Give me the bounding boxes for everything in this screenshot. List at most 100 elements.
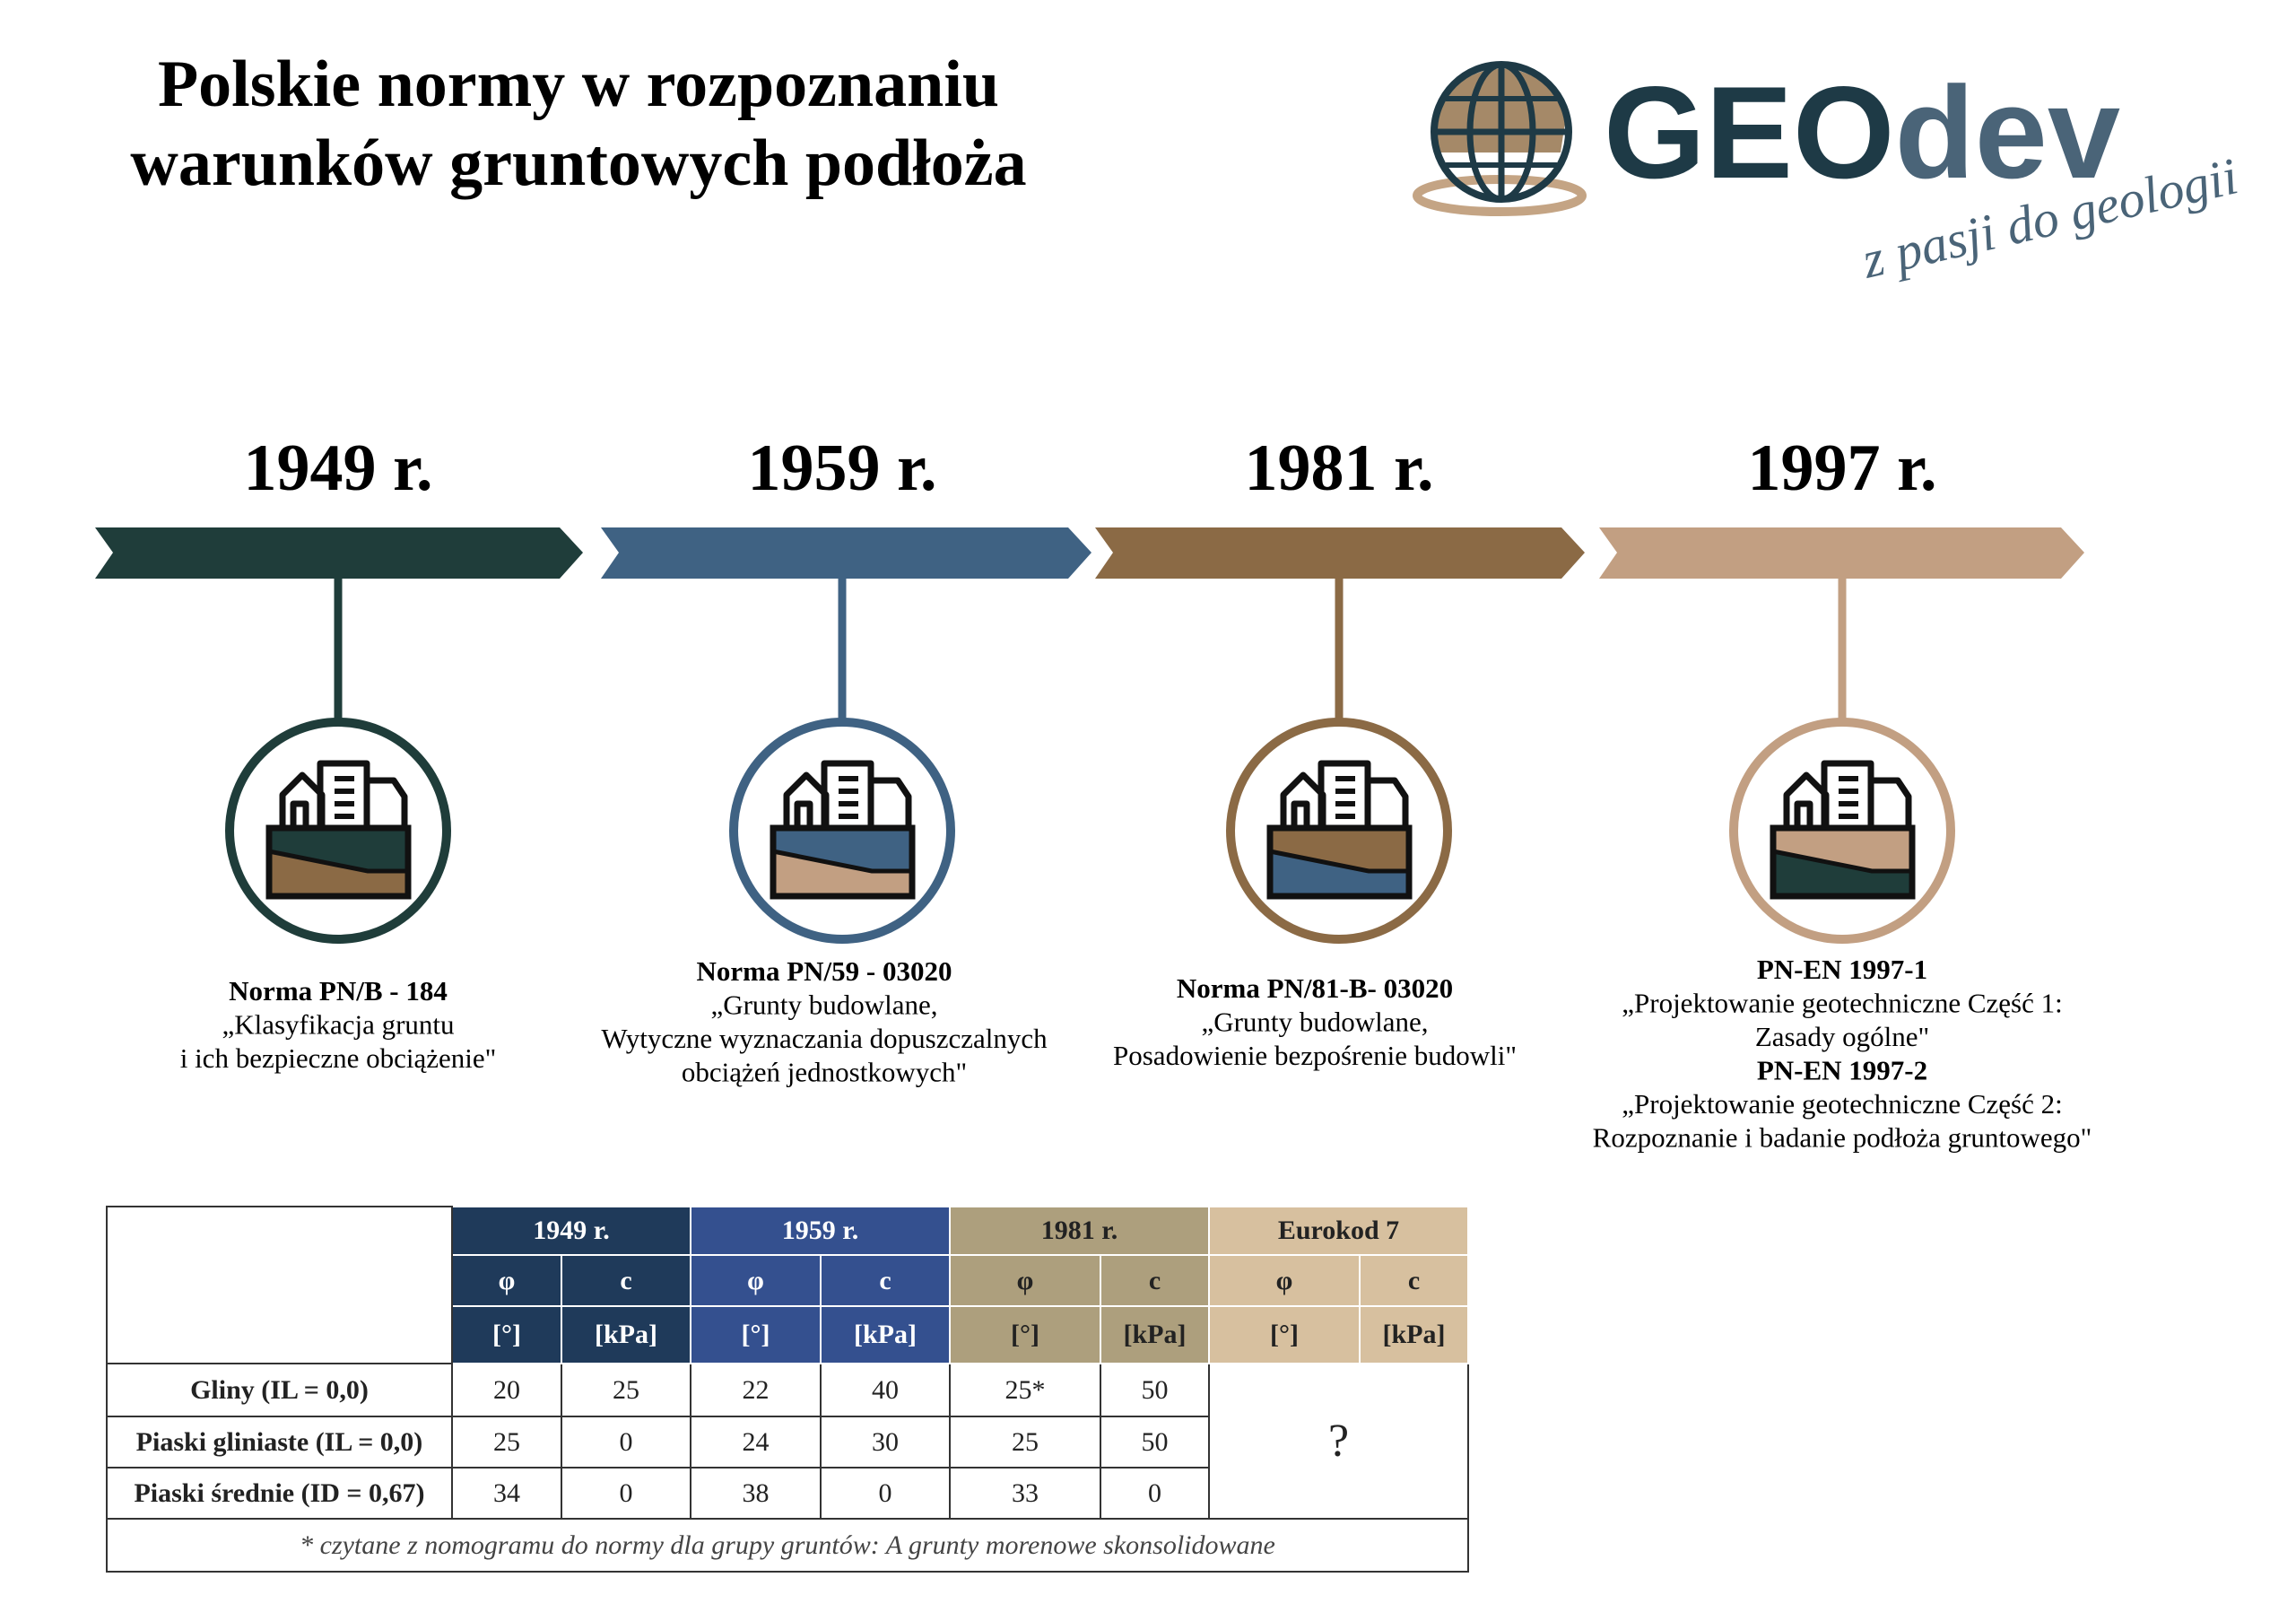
norm-title: „Klasyfikacja gruntu bbox=[222, 1009, 454, 1041]
soil-boundary bbox=[268, 849, 408, 874]
title-line: Polskie normy w rozpoznaniu bbox=[158, 48, 999, 121]
building-windows bbox=[839, 776, 858, 819]
norm-title: „Projektowanie geotechniczne Część 2: bbox=[1622, 1088, 2063, 1120]
table-value: 0 bbox=[561, 1416, 691, 1468]
year-label: 1949 r. bbox=[243, 431, 432, 505]
timeline-arrow bbox=[1095, 527, 1585, 579]
building-windows bbox=[1839, 776, 1858, 819]
norm-title: „Grunty budowlane, bbox=[710, 989, 937, 1021]
group-header: 1981 r. bbox=[949, 1206, 1210, 1256]
table-value: 50 bbox=[1100, 1416, 1210, 1468]
building-windows bbox=[1335, 776, 1355, 819]
soil-box bbox=[265, 824, 412, 900]
param-symbol: c bbox=[820, 1254, 951, 1307]
param-unit: [kPa] bbox=[1100, 1305, 1210, 1364]
param-unit: [°] bbox=[1208, 1305, 1361, 1364]
footnote-row: * czytane z nomogramu do normy dla grupy… bbox=[106, 1518, 1469, 1573]
table-value: 20 bbox=[451, 1363, 562, 1417]
norm-code: PN-EN 1997-2 bbox=[1757, 1055, 1927, 1086]
soil-bottom bbox=[269, 851, 408, 896]
soil-bottom bbox=[1270, 851, 1409, 896]
param-symbol: φ bbox=[451, 1254, 562, 1307]
ground-icon bbox=[770, 760, 916, 900]
logo-brand: GEOdev bbox=[1604, 59, 2120, 205]
table-value: 34 bbox=[451, 1467, 562, 1520]
title-line: warunków gruntowych podłoża bbox=[130, 126, 1026, 200]
logo-globe bbox=[1413, 61, 1587, 216]
ground-icon bbox=[265, 760, 412, 900]
year-label: 1981 r. bbox=[1244, 431, 1433, 505]
table-value: 0 bbox=[820, 1467, 951, 1520]
norm-title: obciążeń jednostkowych" bbox=[682, 1057, 967, 1088]
table-value: 38 bbox=[690, 1467, 822, 1520]
soil-boundary bbox=[1269, 849, 1409, 874]
logo-brand-part: GEO bbox=[1604, 59, 1895, 205]
table-value: 25* bbox=[949, 1363, 1101, 1417]
norm-code: PN-EN 1997-1 bbox=[1757, 954, 1927, 985]
ground-icon bbox=[1770, 760, 1916, 900]
table-value: 40 bbox=[820, 1363, 951, 1417]
norm-title: Posadowienie bezpośrenie budowli" bbox=[1113, 1040, 1517, 1071]
comparison-table: 1949 r. 1959 r. 1981 r. Eurokod 7 φ c φ c φ c φ c [°… bbox=[106, 1206, 1469, 1573]
timeline-arrow bbox=[601, 527, 1091, 579]
soil-bottom bbox=[1773, 851, 1912, 896]
group-header: 1949 r. bbox=[451, 1206, 691, 1256]
norm-code: Norma PN/B - 184 bbox=[229, 975, 448, 1007]
param-unit: [kPa] bbox=[820, 1305, 951, 1364]
norm-title: Rozpoznanie i badanie podłoża gruntowego… bbox=[1593, 1122, 2092, 1154]
timeline-arrow bbox=[95, 527, 583, 579]
ground-icon bbox=[1266, 760, 1413, 900]
param-symbol: φ bbox=[949, 1254, 1101, 1307]
data-row: Piaski gliniaste (IL = 0,0) 25 0 24 30 25 50 bbox=[106, 1416, 1468, 1468]
timeline-arrow bbox=[1599, 527, 2084, 579]
table-value: 22 bbox=[690, 1363, 822, 1417]
norm-title: „Grunty budowlane, bbox=[1201, 1007, 1428, 1038]
soil-boundary bbox=[772, 849, 912, 874]
data-row: Piaski średnie (ID = 0,67) 34 0 38 0 33 0 bbox=[106, 1467, 1468, 1520]
param-symbol: c bbox=[561, 1254, 691, 1307]
param-symbol: φ bbox=[1208, 1254, 1361, 1307]
header-row: [°] [kPa] [°] [kPa] [°] [kPa] [°] [kPa] bbox=[107, 1305, 1469, 1364]
logo-brand-part: dev bbox=[1895, 59, 2121, 205]
param-unit: [kPa] bbox=[1359, 1305, 1469, 1364]
table-value: 25 bbox=[949, 1416, 1101, 1468]
param-symbol: c bbox=[1100, 1254, 1210, 1307]
data-row: Gliny (IL = 0,0) 20 25 22 40 25* 50? bbox=[106, 1363, 1469, 1520]
table-value: 25 bbox=[561, 1363, 691, 1417]
building bbox=[783, 760, 912, 828]
building bbox=[279, 760, 408, 828]
norm-title: Wytyczne wyznaczania dopuszczalnych bbox=[601, 1023, 1048, 1054]
unknown-cell: ? bbox=[1208, 1363, 1469, 1520]
param-unit: [°] bbox=[690, 1305, 822, 1364]
soil-box bbox=[770, 824, 916, 900]
table-value: 33 bbox=[949, 1467, 1101, 1520]
param-unit: [°] bbox=[451, 1305, 562, 1364]
param-symbol: φ bbox=[690, 1254, 822, 1307]
building bbox=[1280, 760, 1409, 828]
soil-box bbox=[1266, 824, 1413, 900]
param-symbol: c bbox=[1359, 1254, 1469, 1307]
group-header: Eurokod 7 bbox=[1208, 1206, 1469, 1256]
table-value: 25 bbox=[451, 1416, 562, 1468]
table-value: 50 bbox=[1100, 1363, 1210, 1417]
row-label: Piaski średnie (ID = 0,67) bbox=[106, 1467, 453, 1520]
header-row: 1949 r. 1959 r. 1981 r. Eurokod 7 bbox=[106, 1206, 1469, 1364]
norm-title: „Projektowanie geotechniczne Część 1: bbox=[1622, 988, 2063, 1019]
group-header: 1959 r. bbox=[690, 1206, 951, 1256]
norm-code: Norma PN/81-B- 03020 bbox=[1177, 972, 1453, 1004]
footnote: * czytane z nomogramu do normy dla grupy… bbox=[106, 1518, 1469, 1573]
norm-title: i ich bezpieczne obciążenie" bbox=[180, 1042, 497, 1074]
building bbox=[1783, 760, 1912, 828]
row-label: Gliny (IL = 0,0) bbox=[106, 1363, 453, 1417]
corner-cell bbox=[106, 1206, 453, 1364]
row-label: Piaski gliniaste (IL = 0,0) bbox=[106, 1416, 453, 1468]
soil-box bbox=[1770, 824, 1916, 900]
building-windows bbox=[335, 776, 354, 819]
param-unit: [kPa] bbox=[561, 1305, 691, 1364]
table-value: 0 bbox=[1100, 1467, 1210, 1520]
param-unit: [°] bbox=[949, 1305, 1101, 1364]
year-label: 1959 r. bbox=[747, 431, 936, 505]
